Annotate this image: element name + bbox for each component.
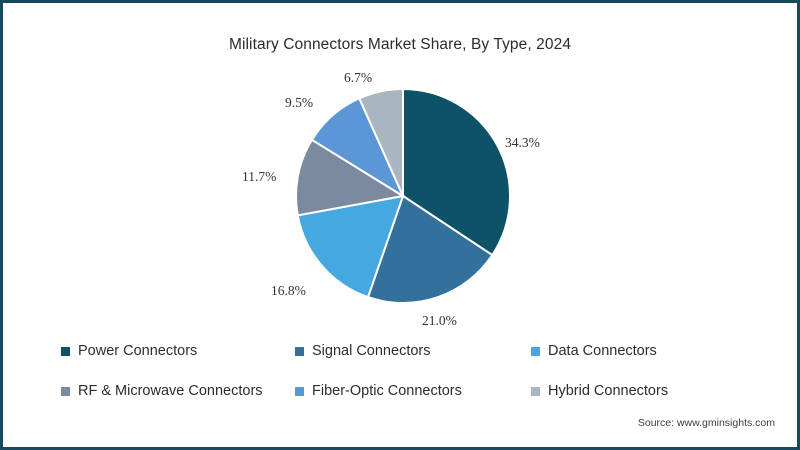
legend-row-2: RF & Microwave Connectors Fiber-Optic Co… bbox=[3, 379, 797, 409]
legend-item-label: Signal Connectors bbox=[312, 343, 431, 359]
legend-swatch-icon bbox=[295, 346, 304, 356]
legend-item-signal-connectors[interactable]: Signal Connectors bbox=[295, 339, 431, 363]
legend-item-data-connectors[interactable]: Data Connectors bbox=[531, 339, 657, 363]
pie-chart: 34.3% 21.0% 16.8% 11.7% 9.5% 6.7% bbox=[3, 63, 797, 328]
legend-swatch-icon bbox=[61, 346, 70, 356]
legend-swatch-icon bbox=[531, 386, 540, 396]
slice-value-label-rf-microwave-connectors: 11.7% bbox=[242, 169, 277, 184]
slice-value-label-power-connectors: 34.3% bbox=[505, 135, 540, 150]
legend-swatch-icon bbox=[531, 346, 540, 356]
legend-item-label: Data Connectors bbox=[548, 343, 657, 359]
legend-item-rf-microwave-connectors[interactable]: RF & Microwave Connectors bbox=[61, 379, 263, 403]
slice-value-label-fiber-optic-connectors: 9.5% bbox=[285, 95, 314, 110]
slice-value-label-hybrid-connectors: 6.7% bbox=[344, 70, 373, 85]
page-title: Military Connectors Market Share, By Typ… bbox=[228, 36, 572, 53]
slice-value-label-data-connectors: 16.8% bbox=[271, 283, 306, 298]
legend-item-label: Hybrid Connectors bbox=[548, 383, 669, 399]
legend-item-fiber-optic-connectors[interactable]: Fiber-Optic Connectors bbox=[295, 379, 462, 403]
pie-slice[interactable] bbox=[357, 87, 404, 197]
legend-item-hybrid-connectors[interactable]: Hybrid Connectors bbox=[531, 379, 668, 403]
slice-value-label-signal-connectors: 21.0% bbox=[422, 313, 457, 328]
legend-item-label: Power Connectors bbox=[78, 343, 198, 359]
legend-swatch-icon bbox=[61, 386, 70, 396]
pie-slice-group bbox=[295, 87, 511, 304]
legend-item-label: RF & Microwave Connectors bbox=[78, 383, 263, 399]
pie-slice[interactable] bbox=[295, 138, 406, 217]
pie-chart-svg bbox=[295, 87, 511, 304]
source-attribution: Source: www.gminsights.com bbox=[637, 417, 775, 429]
legend: Power Connectors Signal Connectors Data … bbox=[3, 339, 797, 411]
legend-swatch-icon bbox=[295, 386, 304, 396]
legend-row-1: Power Connectors Signal Connectors Data … bbox=[3, 339, 797, 369]
pie-slice[interactable] bbox=[296, 194, 405, 299]
legend-item-power-connectors[interactable]: Power Connectors bbox=[61, 339, 197, 363]
legend-item-label: Fiber-Optic Connectors bbox=[312, 383, 462, 399]
pie-slice[interactable] bbox=[366, 194, 494, 304]
